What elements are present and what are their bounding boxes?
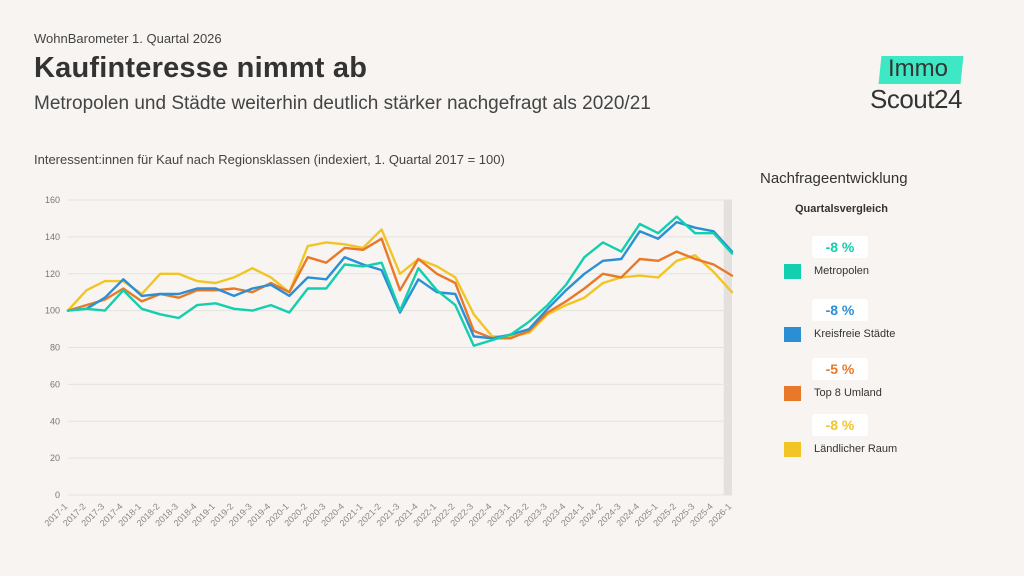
change-badge: -8 % bbox=[812, 299, 868, 321]
y-tick-label: 0 bbox=[55, 490, 60, 500]
legend-swatch bbox=[784, 327, 801, 342]
legend-swatch bbox=[784, 442, 801, 457]
series-line-top-8-umland bbox=[66, 237, 734, 340]
line-chart: 0204060801001201401602017-12017-22017-32… bbox=[43, 195, 734, 528]
y-tick-label: 40 bbox=[50, 416, 60, 426]
y-tick-label: 120 bbox=[45, 269, 60, 279]
legend-item-kreisfreie-staedte: -8 % Kreisfreie Städte bbox=[784, 299, 974, 347]
y-tick-label: 140 bbox=[45, 232, 60, 242]
legend-subtitle: Quartalsvergleich bbox=[795, 203, 888, 215]
change-badge: -8 % bbox=[812, 236, 868, 258]
legend-item-metropolen: -8 % Metropolen bbox=[784, 236, 974, 284]
legend-swatch bbox=[784, 386, 801, 401]
y-tick-label: 60 bbox=[50, 379, 60, 389]
legend-swatch bbox=[784, 264, 801, 279]
logo-line1: Immo bbox=[888, 55, 948, 82]
y-tick-label: 20 bbox=[50, 453, 60, 463]
page-title: Kaufinteresse nimmt ab bbox=[34, 52, 368, 84]
chart-caption: Interessent:innen für Kauf nach Regionsk… bbox=[34, 152, 505, 167]
legend-label: Kreisfreie Städte bbox=[814, 328, 896, 340]
legend-label: Ländlicher Raum bbox=[814, 443, 898, 455]
legend-item-top8-umland: -5 % Top 8 Umland bbox=[784, 358, 974, 406]
series-line-l-ndlicher-raum bbox=[66, 228, 734, 338]
immoscout24-logo: Immo Scout24 bbox=[870, 52, 980, 116]
change-badge: -5 % bbox=[812, 358, 868, 380]
y-tick-label: 160 bbox=[45, 195, 60, 205]
eyebrow: WohnBarometer 1. Quartal 2026 bbox=[34, 31, 222, 46]
page-subtitle: Metropolen und Städte weiterhin deutlich… bbox=[34, 93, 651, 114]
y-tick-label: 100 bbox=[45, 306, 60, 316]
legend-title: Nachfrageentwicklung bbox=[760, 170, 908, 187]
legend-label: Top 8 Umland bbox=[814, 387, 882, 399]
legend-label: Metropolen bbox=[814, 265, 870, 277]
y-tick-label: 80 bbox=[50, 343, 60, 353]
logo-line2: Scout24 bbox=[870, 84, 962, 114]
change-badge: -8 % bbox=[812, 414, 868, 436]
series-line-kreisfreie-st-dte bbox=[66, 220, 734, 340]
legend-item-laendlicher-raum: -8 % Ländlicher Raum bbox=[784, 414, 974, 462]
series-line-metropolen bbox=[66, 215, 734, 347]
